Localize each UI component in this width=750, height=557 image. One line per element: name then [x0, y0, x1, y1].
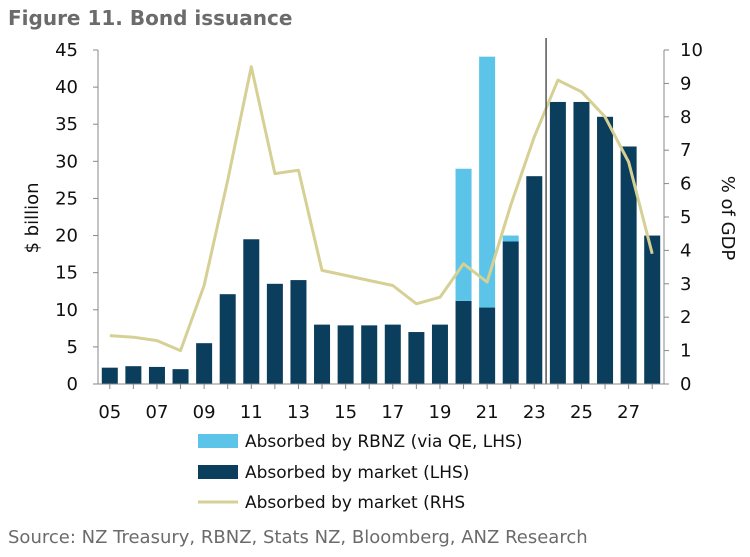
x-tick-23: 23	[523, 402, 546, 423]
left-tick-0: 0	[67, 374, 78, 395]
bar-market-11	[243, 239, 260, 384]
left-tick-35: 35	[55, 114, 78, 135]
bar-market-22	[502, 241, 519, 384]
legend-label-2: Absorbed by market (RHS	[245, 493, 465, 513]
bar-market-26	[597, 116, 614, 385]
legend-swatch-0	[198, 434, 238, 448]
legend-label-1: Absorbed by market (LHS)	[245, 463, 469, 483]
right-tick-2: 2	[680, 307, 691, 328]
bar-market-18	[408, 332, 425, 384]
right-tick-5: 5	[680, 207, 691, 228]
right-tick-7: 7	[680, 140, 691, 161]
bar-market-10	[219, 294, 236, 384]
bar-market-16	[361, 325, 378, 384]
right-tick-4: 4	[680, 240, 691, 261]
bar-market-17	[384, 324, 401, 384]
right-tick-1: 1	[680, 341, 691, 362]
right-tick-9: 9	[680, 73, 691, 94]
bar-market-12	[266, 283, 283, 384]
legend: Absorbed by RBNZ (via QE, LHS) Absorbed b…	[198, 432, 522, 513]
x-tick-21: 21	[476, 402, 499, 423]
bar-market-27	[620, 146, 637, 384]
x-tick-13: 13	[287, 402, 310, 423]
left-tick-5: 5	[67, 337, 78, 358]
x-tick-19: 19	[429, 402, 452, 423]
bar-market-21	[479, 307, 496, 384]
bar-market-14	[314, 324, 331, 384]
x-tick-17: 17	[381, 402, 404, 423]
right-tick-6: 6	[680, 174, 691, 195]
bar-market-24	[549, 101, 566, 384]
bar-market-7	[148, 366, 165, 384]
bar-market-8	[172, 369, 189, 384]
bar-rbnz-21	[479, 56, 496, 308]
x-tick-05: 05	[98, 402, 121, 423]
bar-rbnz-20	[455, 168, 472, 301]
bar-market-20	[455, 300, 472, 384]
bar-market-9	[196, 343, 213, 384]
source-note: Source: NZ Treasury, RBNZ, Stats NZ, Blo…	[8, 527, 588, 548]
left-tick-25: 25	[55, 188, 78, 209]
left-tick-15: 15	[55, 263, 78, 284]
bar-market-25	[573, 101, 590, 384]
right-tick-10: 10	[680, 40, 703, 61]
right-tick-8: 8	[680, 107, 691, 128]
bar-market-13	[290, 280, 307, 384]
x-tick-07: 07	[146, 402, 169, 423]
x-tick-27: 27	[617, 402, 640, 423]
legend-label-0: Absorbed by RBNZ (via QE, LHS)	[245, 432, 522, 452]
bars-layer	[101, 56, 661, 385]
left-tick-10: 10	[55, 300, 78, 321]
chart-title: Figure 11. Bond issuance	[8, 6, 293, 30]
right-axis-label: % of GDP	[717, 176, 738, 261]
bar-market-23	[526, 176, 543, 384]
x-tick-25: 25	[570, 402, 593, 423]
left-axis-label: $ billion	[22, 182, 43, 253]
bar-market-19	[431, 324, 448, 384]
x-tick-15: 15	[334, 402, 357, 423]
bar-market-6	[125, 366, 142, 384]
x-tick-11: 11	[240, 402, 263, 423]
bar-rbnz-22	[502, 235, 519, 242]
bar-market-5	[101, 367, 118, 384]
left-tick-45: 45	[55, 40, 78, 61]
right-tick-3: 3	[680, 274, 691, 295]
line-layer	[109, 65, 654, 353]
right-tick-0: 0	[680, 374, 691, 395]
legend-swatch-1	[198, 465, 238, 479]
left-tick-30: 30	[55, 151, 78, 172]
bar-market-15	[337, 325, 354, 384]
line-market-rhs	[109, 65, 654, 353]
x-tick-09: 09	[193, 402, 216, 423]
left-tick-40: 40	[55, 77, 78, 98]
left-tick-20: 20	[55, 226, 78, 247]
bar-market-28	[644, 235, 661, 384]
